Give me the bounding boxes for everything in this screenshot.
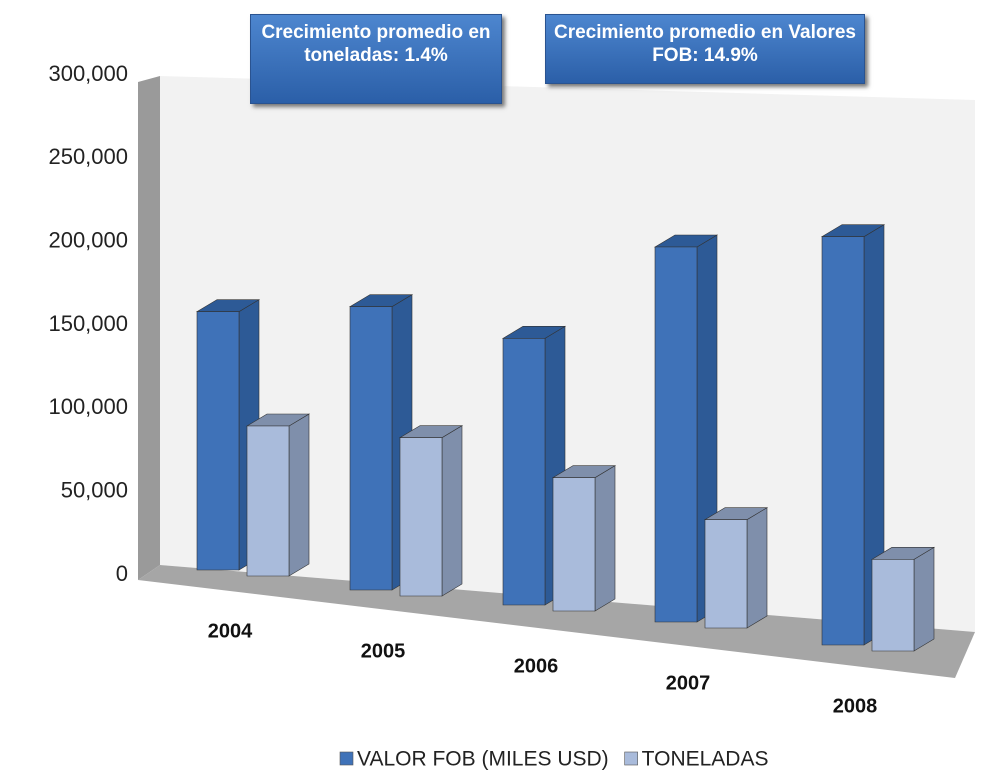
x-tick-label: 2006 bbox=[514, 655, 559, 677]
bar-face bbox=[246, 425, 290, 577]
y-tick-label: 100,000 bbox=[48, 394, 128, 419]
bar bbox=[501, 325, 567, 606]
bar-face bbox=[704, 519, 748, 629]
bar-face bbox=[594, 465, 616, 612]
bar-face bbox=[821, 236, 865, 646]
bar-face bbox=[871, 559, 915, 652]
bar-face bbox=[349, 306, 393, 591]
y-tick-label: 200,000 bbox=[48, 227, 128, 252]
x-tick-label: 2005 bbox=[361, 640, 406, 662]
legend-label: TONELADAS bbox=[642, 748, 769, 771]
bar-face bbox=[913, 546, 935, 652]
annotation: Crecimiento promedio en Valores FOB: 14.… bbox=[545, 14, 865, 84]
y-tick-label: 250,000 bbox=[48, 144, 128, 169]
legend-swatch bbox=[339, 751, 354, 766]
left-wall bbox=[138, 76, 160, 580]
bar bbox=[870, 546, 936, 652]
bar bbox=[820, 224, 886, 646]
bar-face bbox=[746, 507, 768, 629]
bar bbox=[245, 413, 311, 577]
bar-face bbox=[399, 437, 443, 597]
bar bbox=[703, 507, 769, 629]
bar-face bbox=[196, 311, 240, 571]
bar-face bbox=[654, 246, 698, 623]
bar-face bbox=[502, 338, 546, 606]
y-tick-label: 300,000 bbox=[48, 61, 128, 86]
x-tick-label: 2004 bbox=[208, 620, 253, 642]
annotation: Crecimiento promedio en toneladas: 1.4% bbox=[250, 14, 502, 104]
floor bbox=[138, 565, 975, 678]
x-tick-label: 2008 bbox=[833, 695, 878, 717]
bar bbox=[551, 465, 617, 612]
x-tick-label: 2007 bbox=[666, 672, 711, 694]
y-tick-label: 150,000 bbox=[48, 311, 128, 336]
bar bbox=[398, 425, 464, 597]
bar-face bbox=[441, 425, 463, 597]
legend-label: VALOR FOB (MILES USD) bbox=[357, 748, 609, 771]
y-tick-label: 50,000 bbox=[61, 477, 128, 502]
bar-face bbox=[288, 413, 310, 577]
y-tick-label: 0 bbox=[116, 561, 128, 586]
bar-face bbox=[552, 477, 596, 612]
legend-swatch bbox=[624, 751, 638, 766]
